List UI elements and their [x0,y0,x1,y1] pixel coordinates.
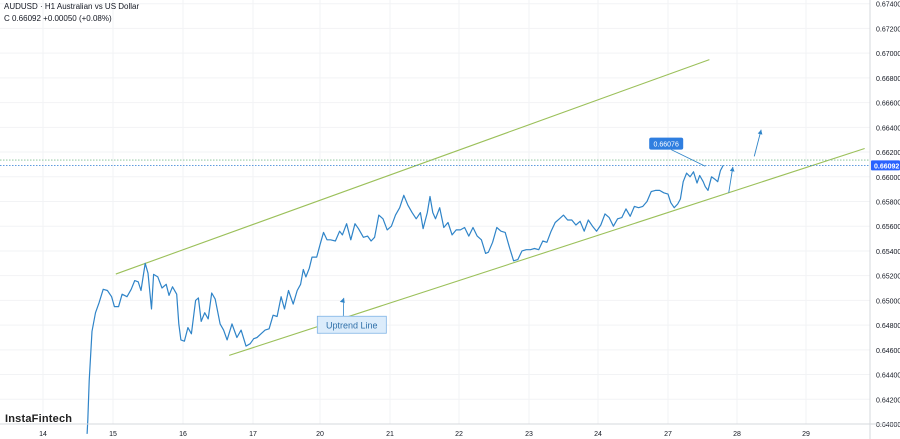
arrow-head [757,129,763,135]
price-line [86,165,724,434]
price-tick-label: 0.67000 [876,51,900,58]
chart-title: AUDUSD · H1 Australian vs US Dollar [4,2,140,11]
chart-grid [0,0,870,425]
price-tick-label: 0.65400 [876,249,900,256]
price-tick-label: 0.65800 [876,199,900,206]
channel-upper-line [115,59,710,275]
time-tick-label: 15 [109,431,117,438]
price-tick-label: 0.65000 [876,298,900,305]
uptrend-annotation-label: Uptrend Line [326,320,378,330]
time-tick-label: 17 [249,431,257,438]
price-tick-label: 0.67400 [876,2,900,9]
time-axis: 14 15 16 17 20 21 22 23 24 27 28 29 [0,423,900,438]
arrow-shaft [753,129,762,157]
price-axis: 0.64000 0.64200 0.64400 0.64600 0.64800 0.650… [869,0,900,439]
price-badges: 0.66092 [871,160,900,171]
price-tick-label: 0.66400 [876,125,900,132]
brand-logo: InstaFintech [5,413,72,425]
price-tick-label: 0.65600 [876,224,900,231]
price-callout-leader [671,149,706,167]
price-reference-lines [0,159,870,166]
arrow-up-small [728,166,735,193]
time-tick-label: 24 [594,431,602,438]
time-tick-label: 27 [664,431,672,438]
time-tick-label: 20 [316,431,324,438]
ohlc-readout: C 0.66092 +0.00050 (+0.08%) [4,14,112,23]
price-tick-label: 0.65200 [876,274,900,281]
time-tick-label: 23 [525,431,533,438]
price-series [86,165,724,434]
price-tick-label: 0.64600 [876,348,900,355]
price-callout-box [649,137,684,150]
price-tick-label: 0.66200 [876,150,900,157]
arrow-head [729,166,735,172]
time-tick-label: 21 [386,431,394,438]
price-tick-label: 0.64200 [876,397,900,404]
price-tick-label: 0.64000 [876,422,900,429]
price-tick-label: 0.66000 [876,175,900,182]
time-tick-label: 14 [39,431,47,438]
time-tick-label: 28 [733,431,741,438]
trend-channel [115,59,865,356]
price-tick-label: 0.64800 [876,323,900,330]
last-price-badge [871,160,900,171]
time-tick-label: 16 [179,431,187,438]
direction-arrows [728,129,763,193]
price-tick-label: 0.66800 [876,76,900,83]
price-tick-label: 0.67200 [876,26,900,33]
last-price-label: 0.66092 [874,163,899,170]
brand-name: InstaFintech [5,413,73,425]
time-tick-label: 22 [455,431,463,438]
uptrend-annotation-box [316,315,387,334]
arrow-up-target [753,129,763,157]
uptrend-annotation-arrowhead [339,297,345,303]
time-tick-label: 29 [802,431,810,438]
price-callout-label: 0.66076 [654,142,679,149]
annotations: 0.66076 Uptrend Line [316,137,706,334]
price-tick-label: 0.64400 [876,373,900,380]
price-tick-label: 0.66600 [876,101,900,108]
